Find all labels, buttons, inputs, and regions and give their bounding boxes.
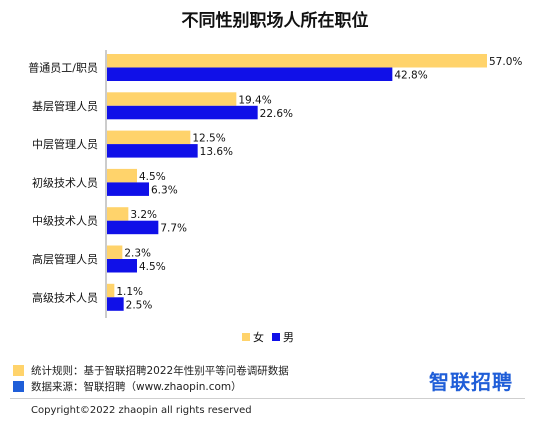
bars-layer: 普通员工/职员 57.0% 42.8% 基层管理人员 19.4% 22.6% 中层管理人员 1… <box>28 54 522 311</box>
bar-female <box>107 283 115 298</box>
bar-male <box>107 67 393 81</box>
bar-female <box>107 92 237 106</box>
bar-female <box>107 130 191 145</box>
data-label: 57.0% <box>489 56 522 68</box>
bar-male <box>107 144 198 158</box>
statistics-rule-note: 统计规则：基于智联招聘2022年性别平等问卷调研数据 <box>31 365 289 377</box>
category-label: 普通员工/职员 <box>28 61 98 75</box>
data-label: 22.6% <box>260 108 293 120</box>
bar-chart: 普通员工/职员 57.0% 42.8% 基层管理人员 19.4% 22.6% 中层管理人员 1… <box>28 50 522 344</box>
category-label: 中层管理人员 <box>32 137 98 151</box>
data-source-note: 数据来源：智联招聘（www.zhaopin.com） <box>31 381 242 393</box>
data-label: 12.5% <box>192 133 225 145</box>
bar-female <box>107 54 487 68</box>
category-label: 高级技术人员 <box>32 290 98 304</box>
bar-female <box>107 168 137 183</box>
bar-male <box>107 259 137 273</box>
rule-swatch <box>13 365 24 376</box>
data-label: 1.1% <box>116 286 143 298</box>
category-label: 中级技术人员 <box>32 215 98 228</box>
bar-female <box>107 245 123 259</box>
bar-male <box>107 182 149 196</box>
legend: 女男 <box>242 330 294 344</box>
data-label: 7.7% <box>160 223 187 235</box>
bar-male <box>107 105 258 120</box>
data-label: 4.5% <box>139 171 166 183</box>
bar-female <box>107 207 129 221</box>
chart-title: 不同性别职场人所在职位 <box>181 11 369 31</box>
data-label: 2.5% <box>126 299 153 311</box>
data-label: 2.3% <box>124 248 151 260</box>
category-label: 高层管理人员 <box>32 252 98 266</box>
category-label: 基层管理人员 <box>32 99 98 113</box>
source-swatch <box>13 381 24 392</box>
copyright-text: Copyright©2022 zhaopin all rights reserv… <box>31 405 252 416</box>
data-label: 19.4% <box>238 94 271 106</box>
category-label: 初级技术人员 <box>32 175 98 189</box>
legend-swatch <box>272 333 280 341</box>
legend-label: 女 <box>253 330 264 344</box>
bar-male <box>107 220 159 235</box>
data-label: 13.6% <box>200 146 233 158</box>
data-label: 4.5% <box>139 261 166 273</box>
legend-label: 男 <box>283 331 294 344</box>
bar-male <box>107 297 124 311</box>
legend-swatch <box>242 333 250 341</box>
zhaopin-logo: 智联招聘 <box>429 370 513 394</box>
data-label: 6.3% <box>151 184 178 196</box>
footer-divider <box>10 398 525 399</box>
data-label: 3.2% <box>130 209 157 221</box>
data-label: 42.8% <box>394 70 427 82</box>
